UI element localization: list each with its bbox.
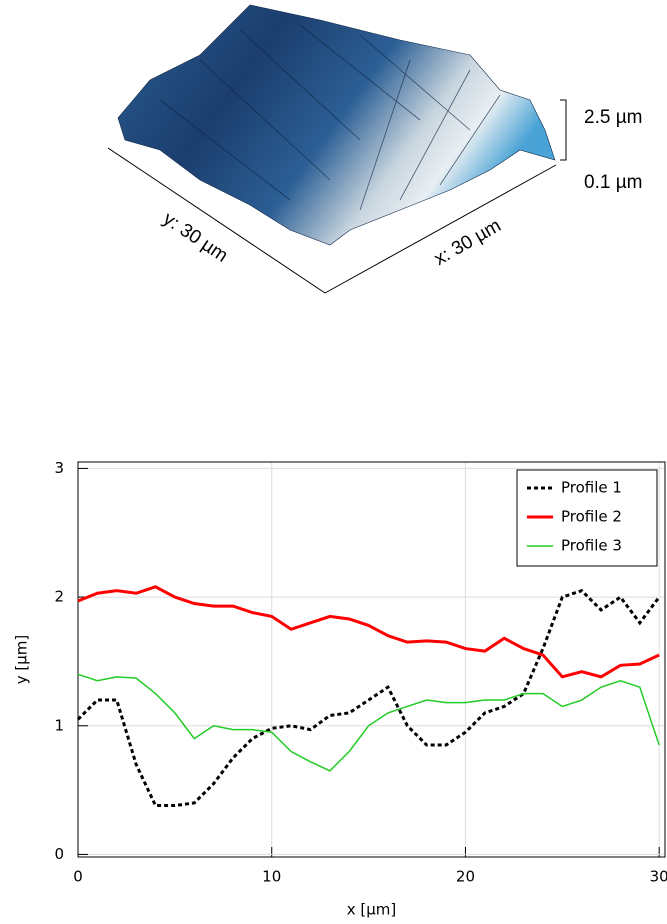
y-axis <box>107 147 326 294</box>
y-tick-label: 2 <box>54 588 64 606</box>
legend-label: Profile 3 <box>561 537 622 555</box>
x-tick-label: 20 <box>456 868 475 886</box>
x-extent-label: x: 30 µm <box>431 215 505 270</box>
legend-label: Profile 1 <box>561 479 622 497</box>
z-label-top: 2.5 µm <box>584 107 642 128</box>
line-series <box>76 588 661 808</box>
x-tick-label: 0 <box>73 868 83 886</box>
y-extent-label: y: 30 µm <box>159 208 231 266</box>
x-tick-label: 30 <box>650 868 667 886</box>
y-tick-label: 0 <box>54 845 64 863</box>
surface-plot: 2.5 µm 0.1 µm y: 30 µm x: 30 µm <box>107 4 642 294</box>
plot-frame <box>77 461 666 858</box>
y-tick-label: 1 <box>54 716 64 734</box>
z-label-bottom: 0.1 µm <box>584 172 642 193</box>
surface <box>117 4 556 246</box>
y-tick-label: 3 <box>54 459 64 477</box>
y-axis-label: y [µm] <box>13 635 31 685</box>
x-axis <box>324 164 557 294</box>
line-chart: 0 10 20 30 0 1 2 3 x [µm] y [µm] Profile 1 Profile … <box>13 459 667 919</box>
x-axis-label: x [µm] <box>347 901 397 919</box>
line-series <box>77 585 660 679</box>
legend-label: Profile 2 <box>561 508 622 526</box>
x-tick-label: 10 <box>262 868 281 886</box>
ridges <box>159 24 501 211</box>
line-series <box>77 673 660 772</box>
z-axis <box>560 99 567 161</box>
